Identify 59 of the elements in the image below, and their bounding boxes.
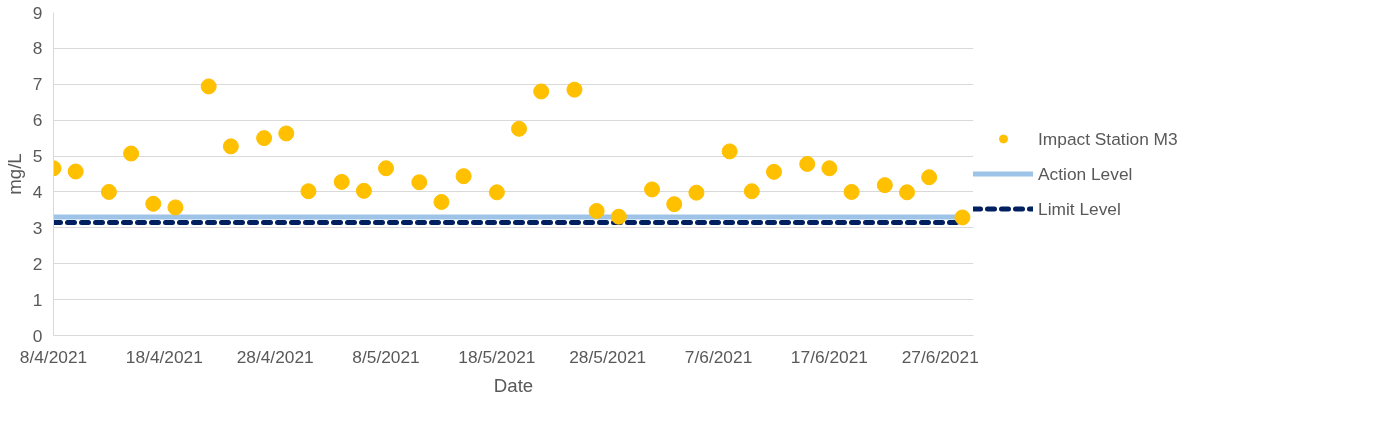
- point: [355, 182, 372, 199]
- x-tick-label: 17/6/2021: [790, 346, 868, 367]
- point: [100, 183, 117, 200]
- y-tick-label: 6: [32, 110, 43, 131]
- point: [300, 183, 317, 200]
- y-tick-label: 2: [32, 253, 43, 274]
- point: [821, 160, 838, 177]
- y-tick-label: 0: [32, 325, 43, 346]
- y-tick-label: 4: [32, 181, 43, 202]
- x-tick-label: 8/4/2021: [19, 346, 88, 367]
- x-axis-title: Date: [493, 374, 534, 396]
- x-tick-label: 28/5/2021: [569, 346, 647, 367]
- point: [954, 209, 971, 226]
- point: [488, 184, 505, 201]
- x-tick-label: 27/6/2021: [901, 346, 979, 367]
- x-tick-label: 18/4/2021: [125, 346, 203, 367]
- y-tick-label: 1: [32, 289, 43, 310]
- point: [566, 81, 583, 98]
- point: [455, 168, 472, 185]
- point: [743, 183, 760, 200]
- x-tick-label: 7/6/2021: [684, 346, 753, 367]
- point: [511, 120, 528, 137]
- point: [123, 145, 140, 162]
- x-tick-label: 18/5/2021: [458, 346, 536, 367]
- point: [610, 208, 627, 225]
- point: [433, 194, 450, 210]
- point: [222, 138, 239, 155]
- point: [721, 143, 738, 160]
- point: [67, 163, 84, 180]
- point: [898, 184, 915, 201]
- point: [278, 125, 295, 142]
- point: [411, 174, 428, 191]
- legend-label: Limit Level: [1038, 198, 1121, 219]
- point: [765, 163, 782, 180]
- legend-label: Action Level: [1038, 163, 1133, 184]
- y-axis-title: mg/L: [3, 153, 25, 195]
- point: [256, 130, 273, 147]
- point: [644, 181, 661, 198]
- point: [688, 184, 705, 201]
- point: [588, 202, 605, 219]
- point: [666, 196, 683, 213]
- y-tick-label: 8: [32, 38, 43, 59]
- point: [876, 177, 893, 194]
- x-tick-label: 28/4/2021: [236, 346, 314, 367]
- point: [533, 83, 550, 100]
- point: [145, 195, 162, 212]
- x-tick-label: 8/5/2021: [352, 346, 420, 367]
- point: [921, 169, 938, 186]
- point: [167, 199, 184, 216]
- point: [333, 173, 350, 190]
- y-tick-label: 7: [32, 74, 43, 95]
- legend-label: Impact Station M3: [1038, 128, 1178, 149]
- y-tick-label: 9: [32, 2, 43, 23]
- y-tick-label: 3: [32, 217, 43, 238]
- point: [799, 155, 816, 172]
- y-tick-label: 5: [32, 146, 43, 167]
- point: [378, 160, 395, 177]
- point: [200, 78, 217, 95]
- point: [843, 183, 860, 200]
